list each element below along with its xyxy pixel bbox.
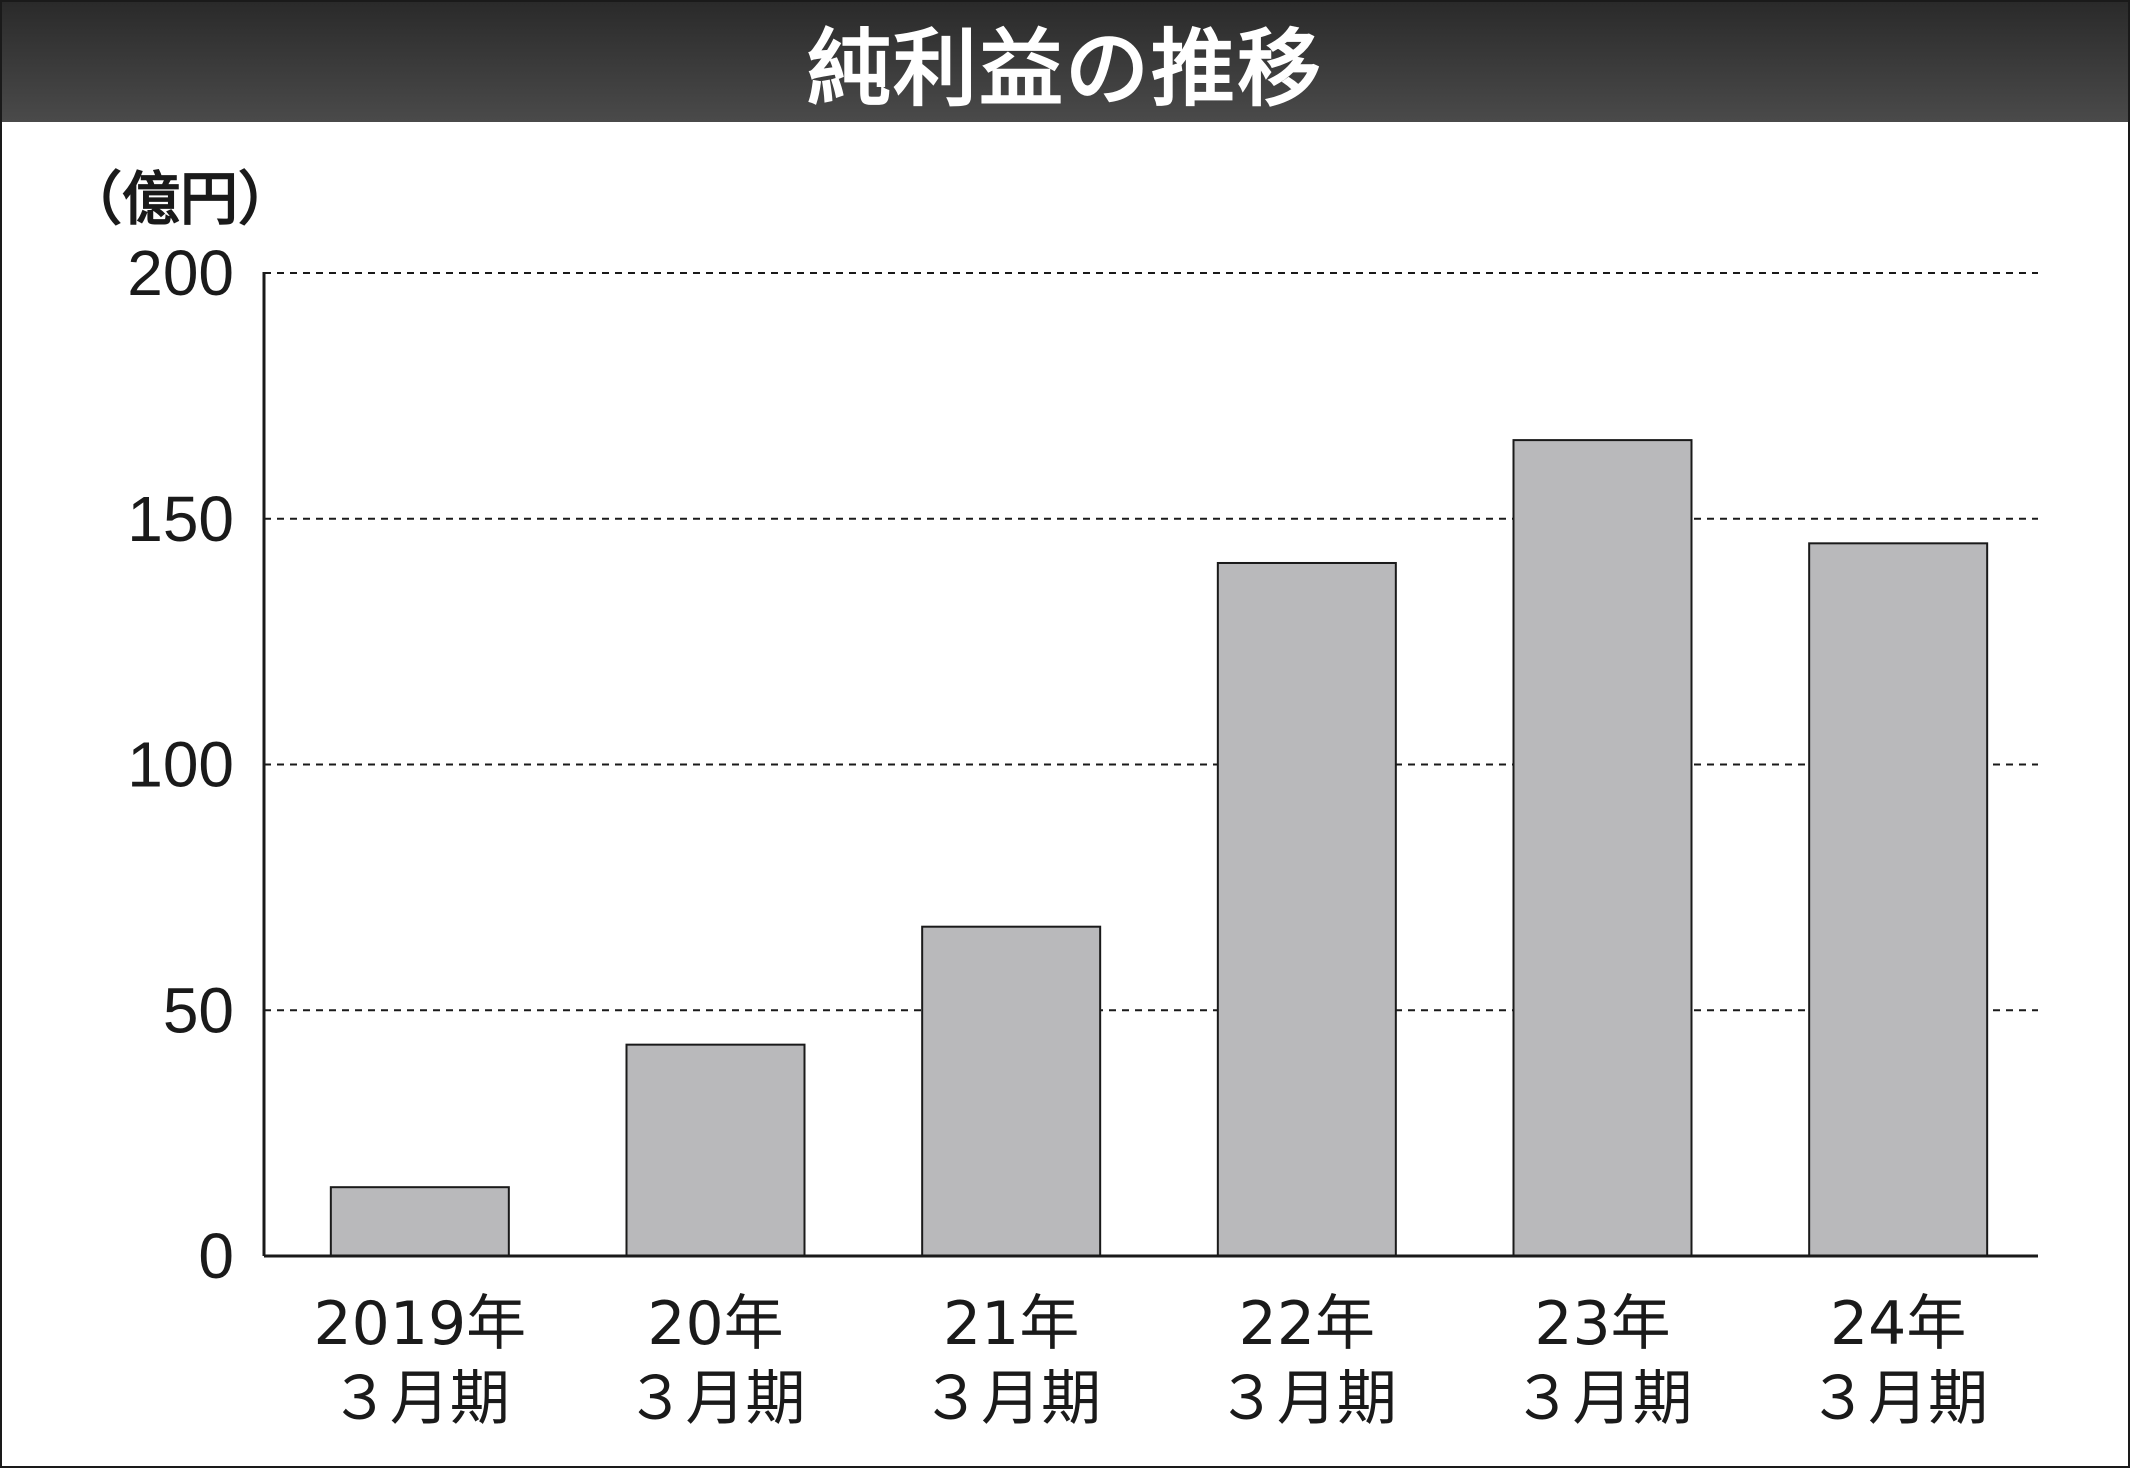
y-tick-label: 0	[198, 1220, 234, 1292]
x-tick-label: 2019年	[313, 1289, 526, 1359]
bar	[921, 925, 1102, 1257]
bar	[1808, 542, 1989, 1257]
x-tick-sublabel: ３月期	[1808, 1364, 1988, 1434]
y-tick-label: 150	[127, 483, 234, 555]
x-tick-sublabel: ３月期	[330, 1364, 510, 1434]
x-tick-label: 20年	[647, 1289, 783, 1359]
y-tick-label: 50	[163, 974, 234, 1046]
y-axis-unit-label: （億円）	[64, 165, 297, 233]
x-tick-label: 23年	[1534, 1289, 1670, 1359]
y-tick-label: 200	[127, 237, 234, 309]
y-tick-label: 100	[127, 729, 234, 801]
bar	[329, 1186, 510, 1257]
x-tick-label: 21年	[943, 1289, 1079, 1359]
chart-title: 純利益の推移	[806, 19, 1323, 118]
x-tick-label: 24年	[1830, 1289, 1966, 1359]
bar	[1512, 439, 1693, 1257]
bar	[1216, 561, 1397, 1257]
title-bar: 純利益の推移	[2, 2, 2128, 122]
bar	[625, 1043, 806, 1258]
x-tick-sublabel: ３月期	[1513, 1364, 1693, 1434]
x-tick-label: 22年	[1239, 1289, 1375, 1359]
x-tick-sublabel: ３月期	[921, 1364, 1101, 1434]
x-tick-sublabel: ３月期	[1217, 1364, 1397, 1434]
x-tick-sublabel: ３月期	[626, 1364, 806, 1434]
